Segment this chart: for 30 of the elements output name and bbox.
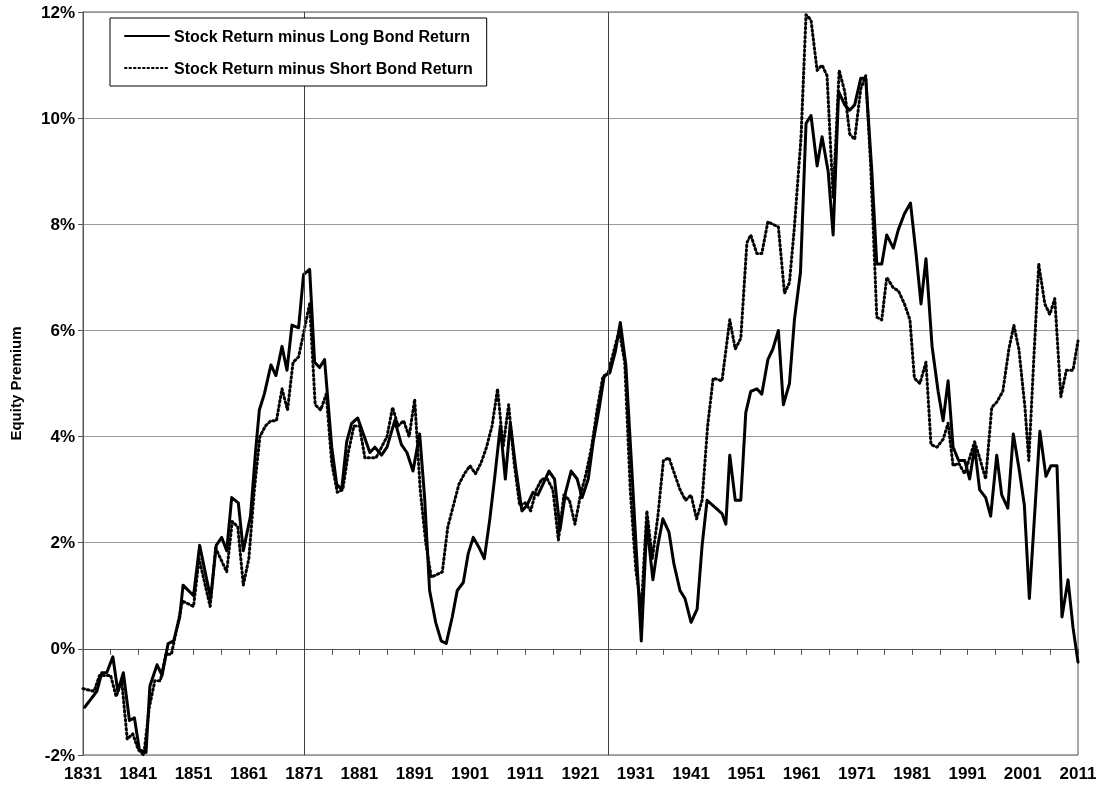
x-tick-label: 1951 bbox=[727, 764, 766, 783]
y-axis-title: Equity Premium bbox=[7, 326, 24, 441]
y-tick-label: 12% bbox=[40, 2, 75, 22]
x-tick-label: 1841 bbox=[119, 764, 158, 783]
x-tick-label: 2011 bbox=[1059, 764, 1097, 783]
y-tick-label: 0% bbox=[50, 639, 75, 659]
x-tick-label: 1871 bbox=[285, 764, 324, 783]
x-tick-label: 1891 bbox=[395, 764, 434, 783]
y-tick-label: 10% bbox=[40, 108, 75, 128]
y-tick-label: 8% bbox=[50, 214, 75, 234]
x-tick-label: 1931 bbox=[616, 764, 655, 783]
x-tick-label: 1971 bbox=[837, 764, 876, 783]
y-tick-label: -2% bbox=[44, 745, 75, 765]
y-tick-label: 4% bbox=[50, 427, 75, 447]
x-tick-label: 1991 bbox=[948, 764, 987, 783]
x-tick-label: 1881 bbox=[340, 764, 379, 783]
x-tick-label: 1861 bbox=[229, 764, 268, 783]
x-tick-label: 1921 bbox=[561, 764, 600, 783]
x-tick-label: 1941 bbox=[672, 764, 710, 783]
y-tick-label: 2% bbox=[50, 533, 75, 553]
x-tick-label: 2001 bbox=[1003, 764, 1042, 783]
x-tick-label: 1981 bbox=[893, 764, 932, 783]
x-tick-label: 1851 bbox=[174, 764, 213, 783]
x-tick-label: 1901 bbox=[451, 764, 489, 783]
legend-label: Stock Return minus Long Bond Return bbox=[174, 27, 470, 45]
x-tick-label: 1911 bbox=[506, 764, 544, 783]
legend-label: Stock Return minus Short Bond Return bbox=[174, 59, 473, 77]
x-tick-label: 1831 bbox=[64, 764, 102, 783]
y-tick-label: 6% bbox=[50, 320, 75, 340]
x-tick-label: 1961 bbox=[782, 764, 821, 783]
